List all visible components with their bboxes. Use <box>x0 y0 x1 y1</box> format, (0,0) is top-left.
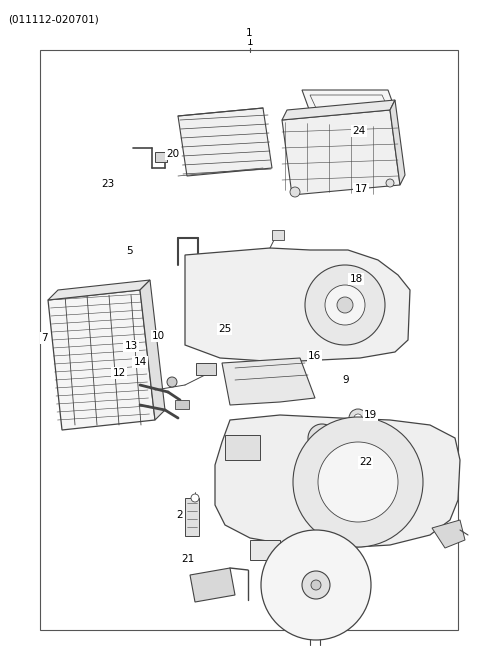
Polygon shape <box>390 100 405 185</box>
Polygon shape <box>178 108 272 176</box>
Text: 12: 12 <box>112 367 126 378</box>
Circle shape <box>305 265 385 345</box>
Polygon shape <box>185 248 410 362</box>
Polygon shape <box>215 415 460 548</box>
Bar <box>250 540 280 560</box>
Text: (011112-020701): (011112-020701) <box>8 14 99 24</box>
Text: 17: 17 <box>354 184 368 194</box>
Text: 22: 22 <box>359 457 372 468</box>
Polygon shape <box>48 290 155 430</box>
Circle shape <box>290 187 300 197</box>
Text: 7: 7 <box>41 333 48 343</box>
Circle shape <box>167 377 177 387</box>
Circle shape <box>308 424 336 452</box>
Bar <box>196 363 216 375</box>
Text: 14: 14 <box>133 357 147 367</box>
Bar <box>155 152 167 162</box>
Text: 24: 24 <box>352 126 366 136</box>
Bar <box>185 498 199 536</box>
Bar <box>175 400 189 409</box>
Polygon shape <box>48 280 150 300</box>
Polygon shape <box>302 90 396 112</box>
Bar <box>40 50 458 630</box>
Text: 23: 23 <box>101 178 115 189</box>
Text: 5: 5 <box>126 245 133 256</box>
Circle shape <box>191 494 199 502</box>
Circle shape <box>349 409 367 427</box>
Text: 10: 10 <box>152 331 165 341</box>
Circle shape <box>261 530 371 640</box>
Polygon shape <box>190 568 235 602</box>
Circle shape <box>386 179 394 187</box>
Circle shape <box>302 571 330 599</box>
Circle shape <box>337 297 353 313</box>
Polygon shape <box>222 358 315 405</box>
Circle shape <box>318 442 398 522</box>
Circle shape <box>293 417 423 547</box>
Polygon shape <box>282 100 395 120</box>
Bar <box>225 435 260 460</box>
Text: 13: 13 <box>124 341 138 352</box>
Text: 21: 21 <box>181 554 195 564</box>
Circle shape <box>311 580 321 590</box>
Text: 2: 2 <box>177 510 183 520</box>
Polygon shape <box>282 110 400 195</box>
Text: 9: 9 <box>342 375 349 386</box>
Circle shape <box>315 431 329 445</box>
Text: 16: 16 <box>308 350 321 361</box>
Bar <box>272 230 284 240</box>
Circle shape <box>325 285 365 325</box>
Circle shape <box>354 414 362 422</box>
Text: 1: 1 <box>247 37 253 47</box>
Polygon shape <box>140 280 165 420</box>
Text: 19: 19 <box>364 409 377 420</box>
Text: 1: 1 <box>246 28 253 38</box>
Bar <box>185 272 200 290</box>
Polygon shape <box>432 520 465 548</box>
Text: 20: 20 <box>166 149 180 159</box>
Text: 18: 18 <box>349 274 363 284</box>
Text: 25: 25 <box>218 324 231 335</box>
